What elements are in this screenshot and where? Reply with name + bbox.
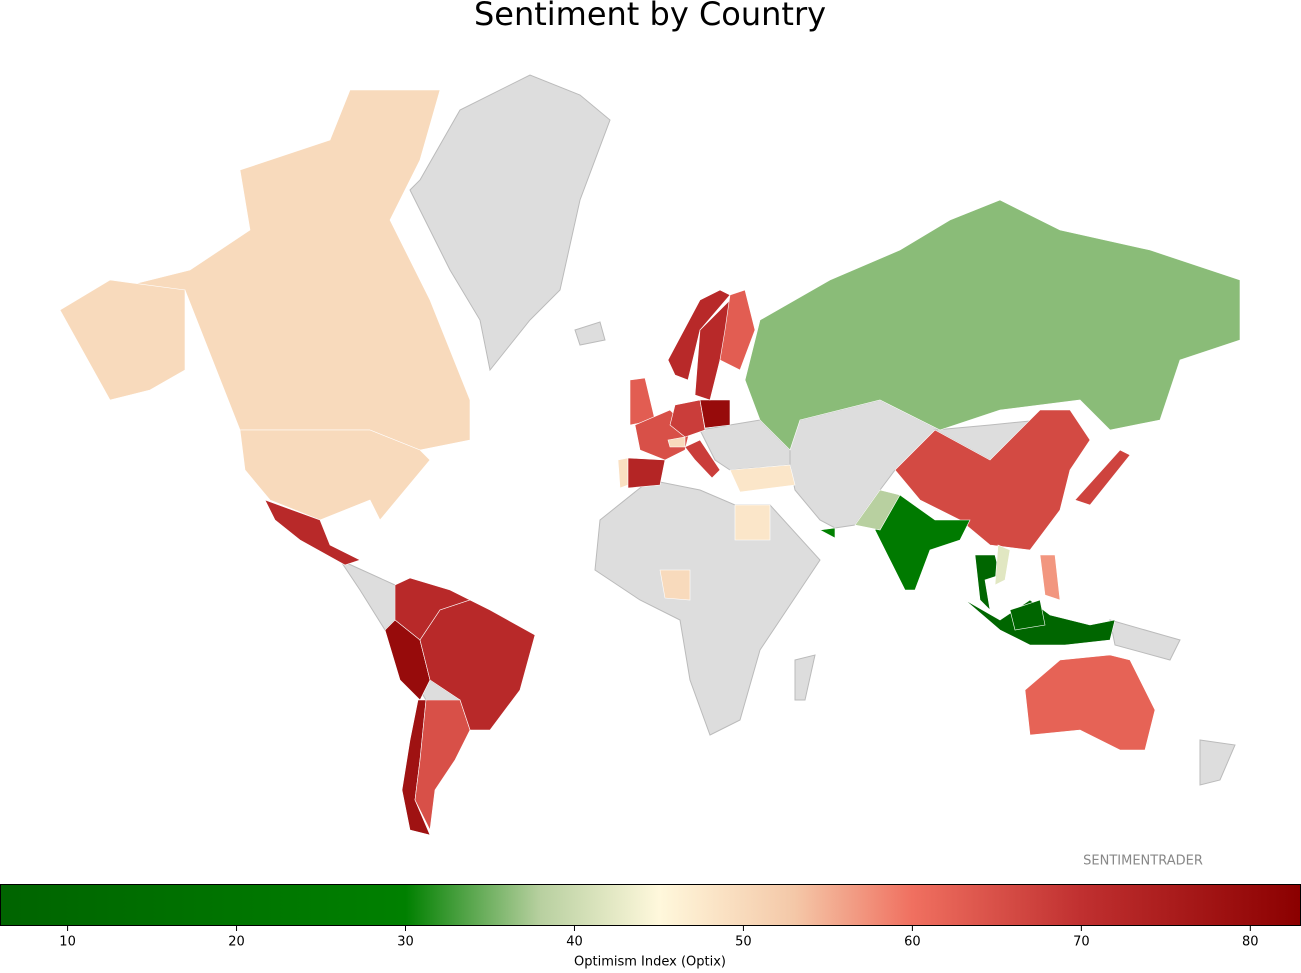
no-data-region (1199, 739, 1236, 786)
country-region (109, 89, 471, 451)
regions (59, 89, 1241, 836)
no-data-region (794, 654, 816, 701)
country-region (744, 199, 1241, 451)
colorbar-tick-label: 50 (735, 935, 752, 950)
country-region (239, 429, 431, 521)
country-region (617, 457, 629, 489)
country-region (414, 699, 471, 832)
country-region (419, 599, 536, 731)
country-region (1009, 599, 1046, 631)
colorbar-tick-label: 70 (1073, 935, 1090, 950)
country-region (59, 279, 186, 401)
country-region (719, 289, 756, 371)
country-region (264, 499, 361, 566)
country-region (1024, 654, 1156, 751)
colorbar-tick-label: 10 (59, 935, 76, 950)
colorbar-tick-label: 60 (904, 935, 921, 950)
country-region (684, 439, 721, 479)
country-region (729, 464, 796, 493)
no-data-region (699, 419, 791, 471)
colorbar-ticks: 10 20 30 40 50 60 70 80 (59, 926, 1259, 950)
country-region (627, 457, 666, 489)
colorbar-tick-label: 20 (228, 935, 245, 950)
colorbar-tick-label: 30 (397, 935, 414, 950)
country-region (819, 527, 836, 539)
chart-title: Sentiment by Country (474, 0, 826, 33)
country-region (854, 489, 901, 531)
country-region (694, 299, 731, 401)
no-data-region (574, 321, 606, 346)
colorbar-tick-label: 40 (566, 935, 583, 950)
country-region (994, 544, 1011, 586)
watermark: SENTIMENTRADER (1083, 854, 1203, 869)
country-region (669, 399, 706, 438)
no-data-region (338, 558, 396, 631)
country-region (1039, 554, 1061, 601)
country-region (667, 289, 731, 381)
no-data-region (1109, 619, 1181, 661)
country-region (874, 494, 971, 591)
no-data-region (594, 479, 821, 736)
colorbar-tick-label: 80 (1242, 935, 1259, 950)
country-region (699, 399, 731, 429)
country-region (734, 504, 771, 541)
colorbar (0, 884, 1301, 926)
no-data-region (409, 74, 611, 372)
country-region (659, 569, 691, 601)
country-region (1074, 449, 1131, 506)
country-region (974, 554, 1001, 611)
colorbar-label: Optimism Index (Optix) (574, 955, 726, 970)
